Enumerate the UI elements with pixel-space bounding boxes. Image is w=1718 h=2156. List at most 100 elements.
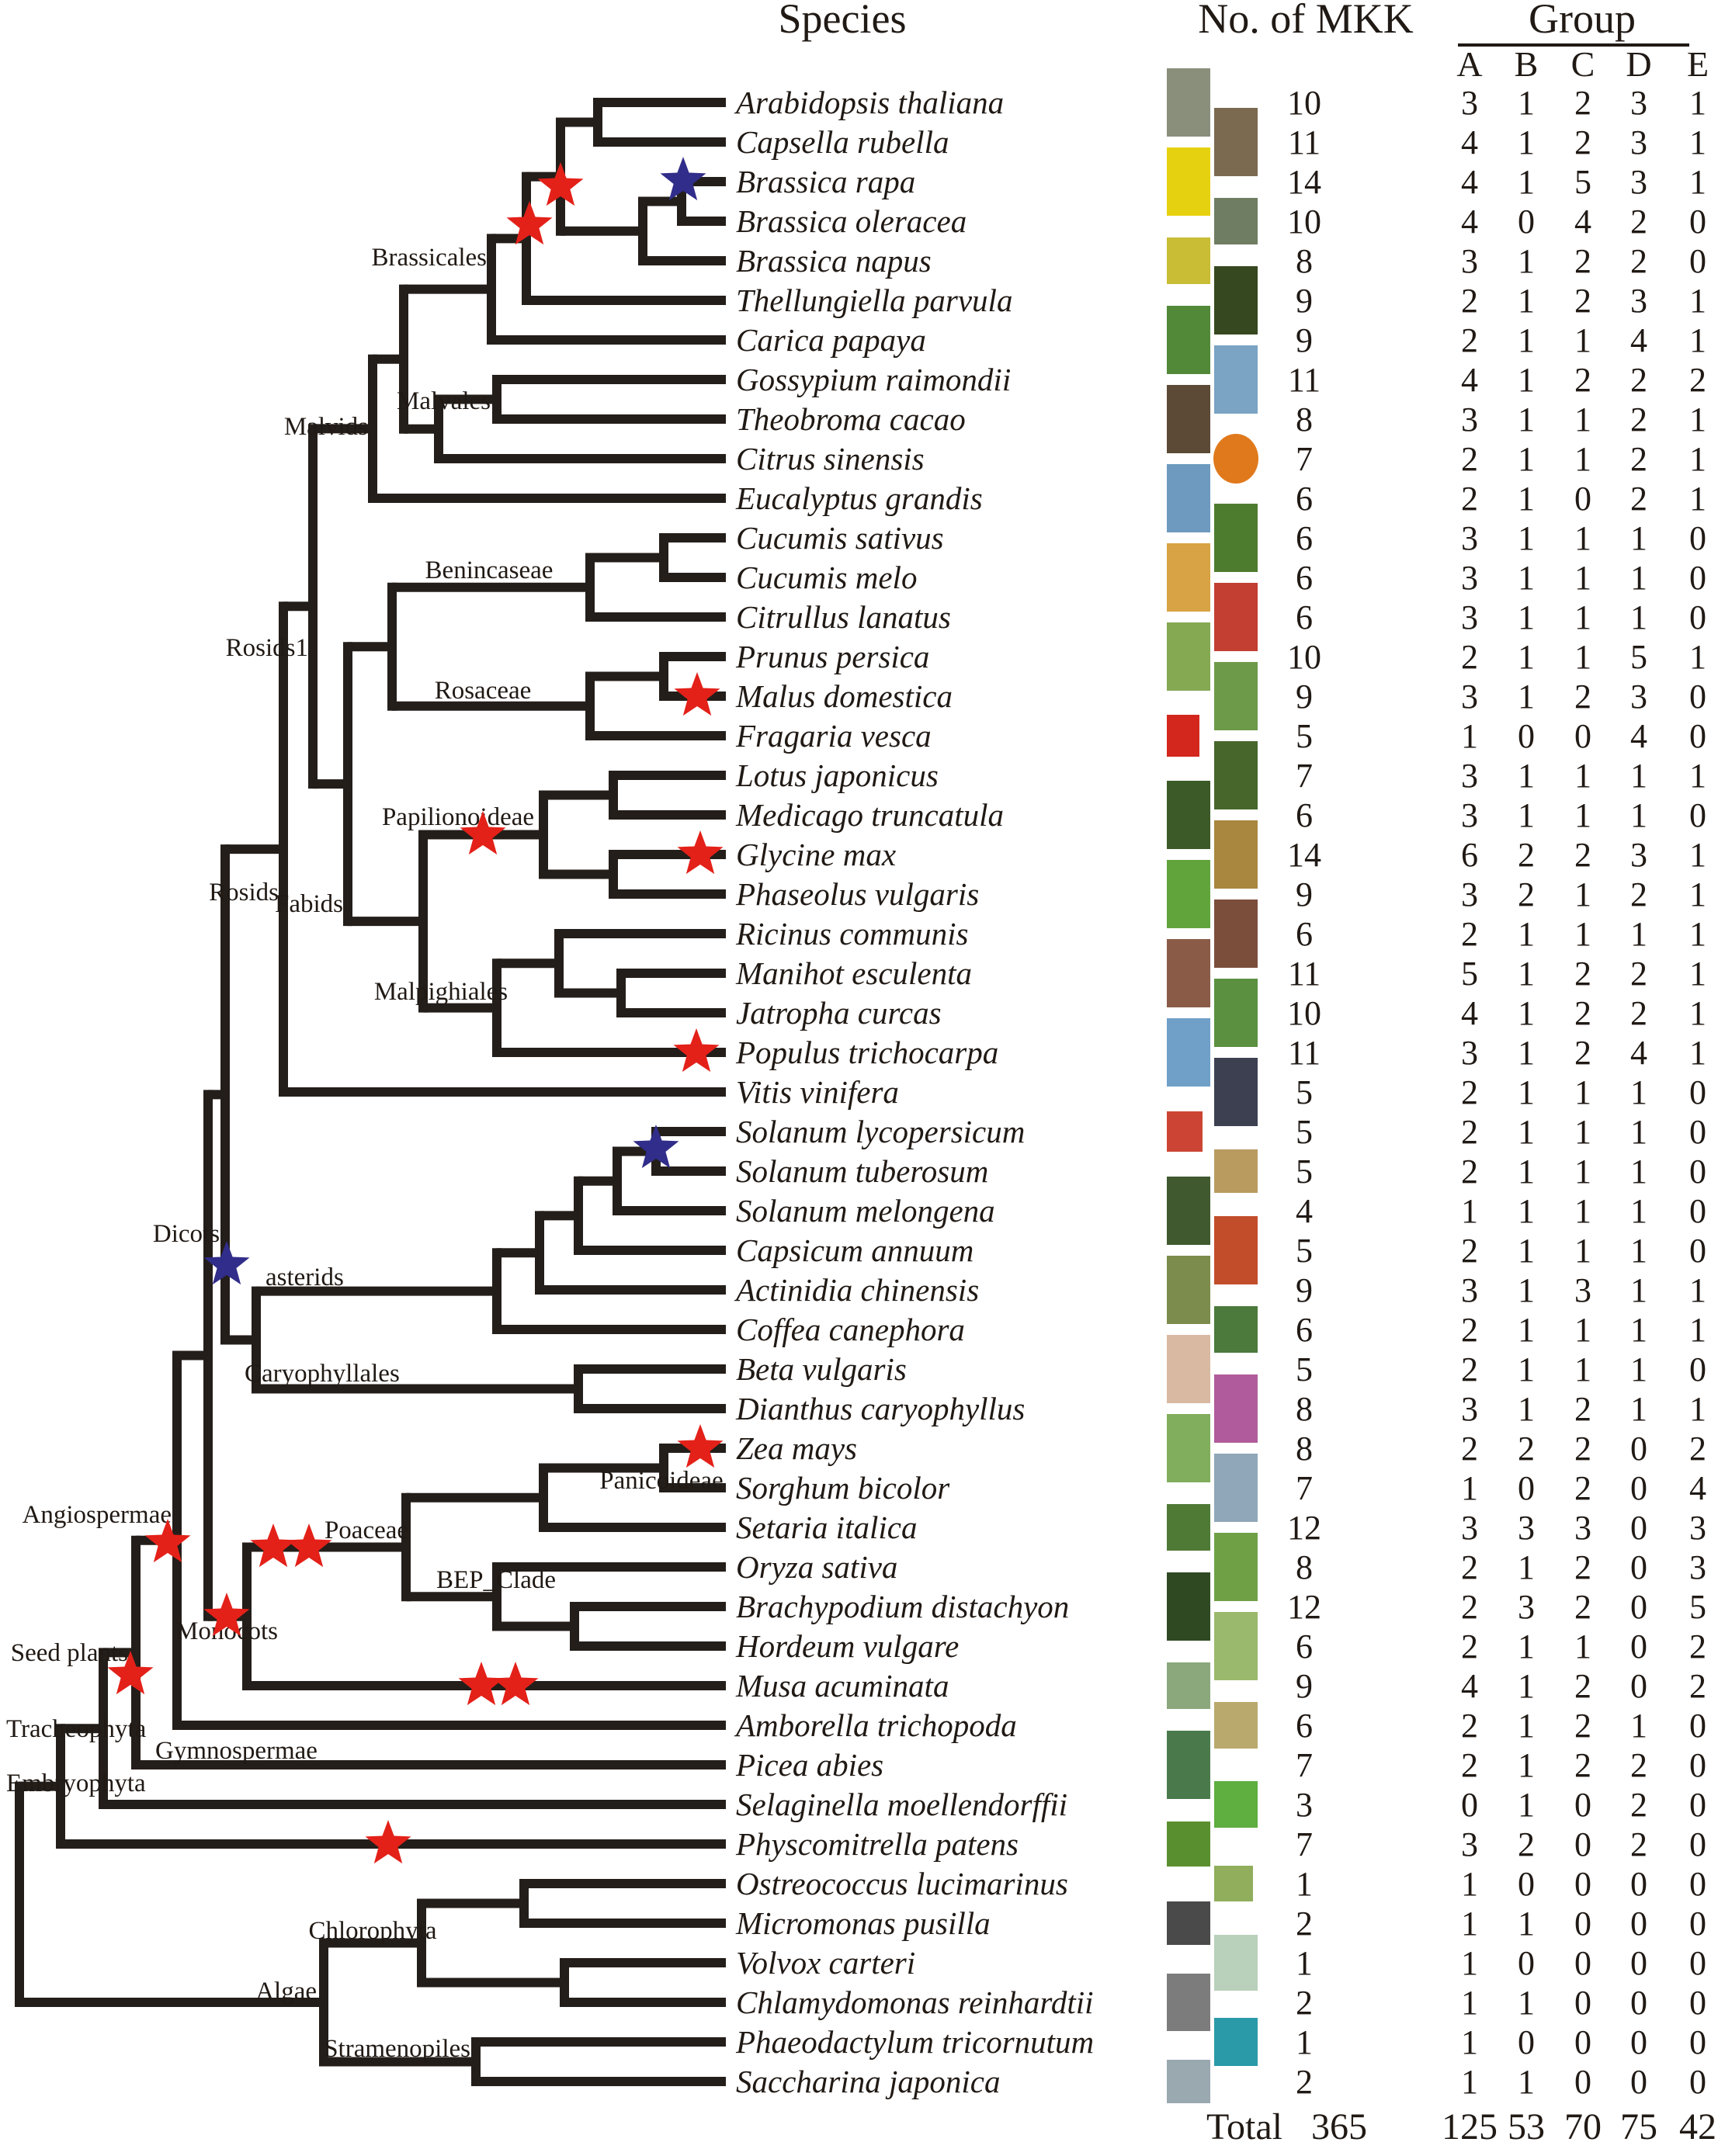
group-C-value: 2 bbox=[1574, 678, 1591, 716]
species-name: Brachypodium distachyon bbox=[736, 1589, 1069, 1624]
mkk-count: 2 bbox=[1296, 1984, 1313, 2022]
species-name: Solanum tuberosum bbox=[736, 1153, 988, 1189]
mkk-count: 10 bbox=[1287, 203, 1321, 241]
group-C-value: 2 bbox=[1574, 1588, 1591, 1626]
mkk-count: 7 bbox=[1296, 1746, 1313, 1784]
total-group-A: 125 bbox=[1442, 2106, 1498, 2147]
group-A-value: 3 bbox=[1461, 1271, 1478, 1309]
group-C-value: 1 bbox=[1574, 1350, 1591, 1388]
group-D-value: 2 bbox=[1630, 1786, 1647, 1824]
group-A-value: 3 bbox=[1461, 1825, 1478, 1863]
group-A-value: 1 bbox=[1461, 1944, 1478, 1982]
species-thumbnail bbox=[1167, 1974, 1210, 2031]
group-A-value: 2 bbox=[1461, 1073, 1478, 1111]
species-name: Prunus persica bbox=[735, 639, 929, 674]
group-D-value: 3 bbox=[1630, 163, 1647, 201]
clade-label: Embryophyta bbox=[6, 1770, 146, 1797]
group-A-value: 2 bbox=[1461, 1627, 1478, 1666]
total-group-D: 75 bbox=[1620, 2106, 1657, 2147]
group-C-value: 2 bbox=[1574, 1548, 1591, 1586]
group-A-value: 1 bbox=[1461, 1984, 1478, 2022]
group-E-value: 1 bbox=[1689, 757, 1706, 795]
group-A-value: 3 bbox=[1461, 400, 1478, 438]
group-D-value: 2 bbox=[1630, 1746, 1647, 1784]
group-D-value: 1 bbox=[1630, 757, 1647, 795]
group-B-value: 1 bbox=[1518, 994, 1535, 1032]
group-E-value: 0 bbox=[1689, 2023, 1706, 2061]
group-E-value: 0 bbox=[1689, 1786, 1706, 1824]
group-A-value: 2 bbox=[1461, 1153, 1478, 1191]
group-C-value: 0 bbox=[1574, 717, 1591, 755]
group-E-value: 0 bbox=[1689, 1350, 1706, 1388]
header-no-of-mkk: No. of MKK bbox=[1198, 0, 1414, 42]
group-B-value: 1 bbox=[1518, 1311, 1535, 1349]
group-A-value: 2 bbox=[1461, 1746, 1478, 1784]
mkk-count: 5 bbox=[1296, 1232, 1313, 1270]
clade-label: Chlorophyta bbox=[309, 1917, 437, 1945]
species-thumbnail bbox=[1214, 899, 1258, 968]
species-thumbnail bbox=[1167, 860, 1210, 928]
group-B-value: 1 bbox=[1518, 1073, 1535, 1111]
group-B-value: 1 bbox=[1518, 282, 1535, 320]
red-star-icon bbox=[458, 1662, 505, 1706]
group-B-value: 1 bbox=[1518, 84, 1535, 122]
species-thumbnail bbox=[1214, 662, 1258, 730]
group-B-value: 1 bbox=[1518, 1905, 1535, 1943]
mkk-count: 10 bbox=[1287, 638, 1321, 676]
total-group-E: 42 bbox=[1679, 2106, 1716, 2147]
group-D-value: 1 bbox=[1630, 796, 1647, 834]
group-C-value: 2 bbox=[1574, 242, 1591, 280]
group-C-value: 1 bbox=[1574, 1192, 1591, 1230]
clade-label: Algae bbox=[255, 1977, 317, 2005]
group-C-value: 0 bbox=[1574, 1786, 1591, 1824]
total-group-values: 125 53 70 75 42 bbox=[1442, 2106, 1716, 2147]
species-thumbnails bbox=[1167, 68, 1258, 2103]
group-B-value: 1 bbox=[1518, 757, 1535, 795]
mkk-count: 14 bbox=[1287, 163, 1321, 201]
mkk-count: 6 bbox=[1296, 1311, 1313, 1349]
species-name: Physcomitrella patens bbox=[735, 1826, 1019, 1862]
group-E-value: 0 bbox=[1689, 1232, 1706, 1270]
blue-star-icon bbox=[633, 1125, 679, 1169]
mkk-count: 1 bbox=[1296, 1944, 1313, 1982]
group-B-value: 1 bbox=[1518, 1271, 1535, 1309]
group-C-value: 1 bbox=[1574, 1073, 1591, 1111]
species-name: Picea abies bbox=[735, 1747, 883, 1783]
clade-label: Rosaceae bbox=[435, 677, 532, 705]
group-C-value: 3 bbox=[1574, 1509, 1591, 1547]
group-A-value: 0 bbox=[1461, 1786, 1478, 1824]
group-E-value: 3 bbox=[1689, 1509, 1706, 1547]
group-C-value: 1 bbox=[1574, 519, 1591, 557]
group-D-value: 2 bbox=[1630, 955, 1647, 993]
group-B-value: 1 bbox=[1518, 1786, 1535, 1824]
group-A-value: 3 bbox=[1461, 875, 1478, 913]
group-A-value: 3 bbox=[1461, 84, 1478, 122]
mkk-count: 14 bbox=[1287, 836, 1321, 874]
species-thumbnail bbox=[1167, 715, 1199, 757]
red-star-icon bbox=[107, 1651, 154, 1695]
group-E-value: 0 bbox=[1689, 1825, 1706, 1863]
group-C-value: 2 bbox=[1574, 1707, 1591, 1745]
group-A-value: 4 bbox=[1461, 994, 1478, 1032]
mkk-count: 12 bbox=[1287, 1588, 1321, 1626]
red-star-icon bbox=[286, 1523, 332, 1568]
mkk-count: 6 bbox=[1296, 519, 1313, 557]
group-E-value: 1 bbox=[1689, 955, 1706, 993]
group-A-value: 3 bbox=[1461, 757, 1478, 795]
group-A-value: 2 bbox=[1461, 1311, 1478, 1349]
group-D-value: 0 bbox=[1630, 1430, 1647, 1468]
species-thumbnail bbox=[1214, 1866, 1253, 1901]
group-D-value: 3 bbox=[1630, 678, 1647, 716]
group-E-value: 1 bbox=[1689, 84, 1706, 122]
species-thumbnail bbox=[1214, 266, 1258, 334]
red-star-icon bbox=[506, 201, 553, 245]
group-C-value: 0 bbox=[1574, 480, 1591, 518]
group-D-value: 0 bbox=[1630, 1588, 1647, 1626]
group-C-value: 1 bbox=[1574, 875, 1591, 913]
species-name: Brassica rapa bbox=[736, 164, 915, 199]
group-D-value: 0 bbox=[1630, 1469, 1647, 1507]
mkk-count: 9 bbox=[1296, 282, 1313, 320]
clade-label: Gymnospermae bbox=[155, 1737, 318, 1765]
group-D-value: 1 bbox=[1630, 1113, 1647, 1151]
